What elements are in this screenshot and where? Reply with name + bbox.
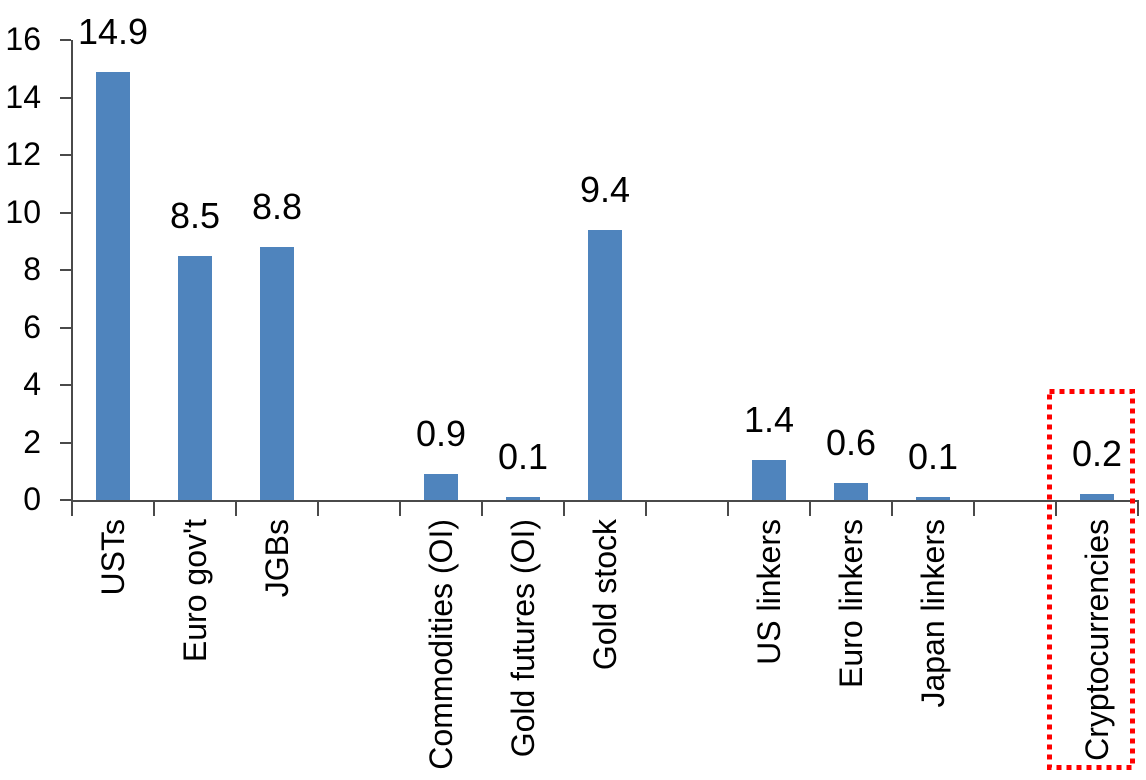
x-tick [399,501,401,516]
bar-value-label: 0.2 [1071,433,1123,474]
bar-value-label: 9.4 [579,169,631,210]
y-tick [60,269,71,271]
y-tick [60,154,71,156]
x-tick [153,501,155,516]
bar-jgbs [260,247,294,500]
x-tick [481,501,483,516]
bar-value-label: 0.9 [415,413,467,454]
x-category-label: Gold stock [587,519,623,671]
x-tick [235,501,237,516]
y-tick-label: 10 [5,194,41,230]
bar-value-label: 1.4 [743,399,795,440]
bar-value-label: 0.1 [497,436,549,477]
x-category-label: USTs [95,519,131,596]
y-tick-label: 8 [23,251,41,287]
x-category-label: Commodities (OI) [423,519,459,770]
bar-us-linkers [752,460,786,500]
x-tick [645,501,647,516]
y-tick-label: 4 [23,366,41,402]
bar-japan-linkers [916,497,950,500]
y-tick-label: 2 [23,424,41,460]
bar-cryptocurrencies [1080,494,1114,500]
x-tick [71,501,73,516]
y-tick-label: 12 [5,136,41,172]
y-tick [60,327,71,329]
bar-value-label: 0.6 [825,422,877,463]
x-category-label: Euro linkers [833,519,869,688]
x-tick [317,501,319,516]
x-category-label: US linkers [751,519,787,665]
x-category-label: Euro gov't [177,519,213,663]
bar-value-label: 0.1 [907,436,959,477]
x-category-label: Gold futures (OI) [505,519,541,758]
bar-euro-gov-t [178,256,212,500]
x-tick [727,501,729,516]
x-category-label: Japan linkers [915,519,951,708]
y-tick [60,442,71,444]
y-axis-line [71,40,73,500]
bar-gold-stock [588,230,622,500]
x-axis-line [71,500,1139,502]
y-tick-label: 6 [23,309,41,345]
x-category-label: Cryptocurrencies [1079,519,1115,761]
x-tick [891,501,893,516]
y-tick [60,384,71,386]
y-tick [60,97,71,99]
x-tick [1137,501,1139,516]
bar-commodities-oi [424,474,458,500]
y-tick [60,39,71,41]
y-tick-label: 16 [5,21,41,57]
bar-value-label: 8.5 [169,195,221,236]
bar-gold-futures-oi [506,497,540,500]
bar-value-label: 8.8 [251,186,303,227]
y-tick-label: 0 [23,481,41,517]
bar-usts [96,72,130,500]
x-tick [563,501,565,516]
bar-euro-linkers [834,483,868,500]
y-tick-label: 14 [5,79,41,115]
x-tick [1055,501,1057,516]
x-tick [809,501,811,516]
x-tick [973,501,975,516]
bar-value-label: 14.9 [77,11,149,52]
x-category-label: JGBs [259,519,295,598]
y-tick [60,212,71,214]
y-tick [60,499,71,501]
